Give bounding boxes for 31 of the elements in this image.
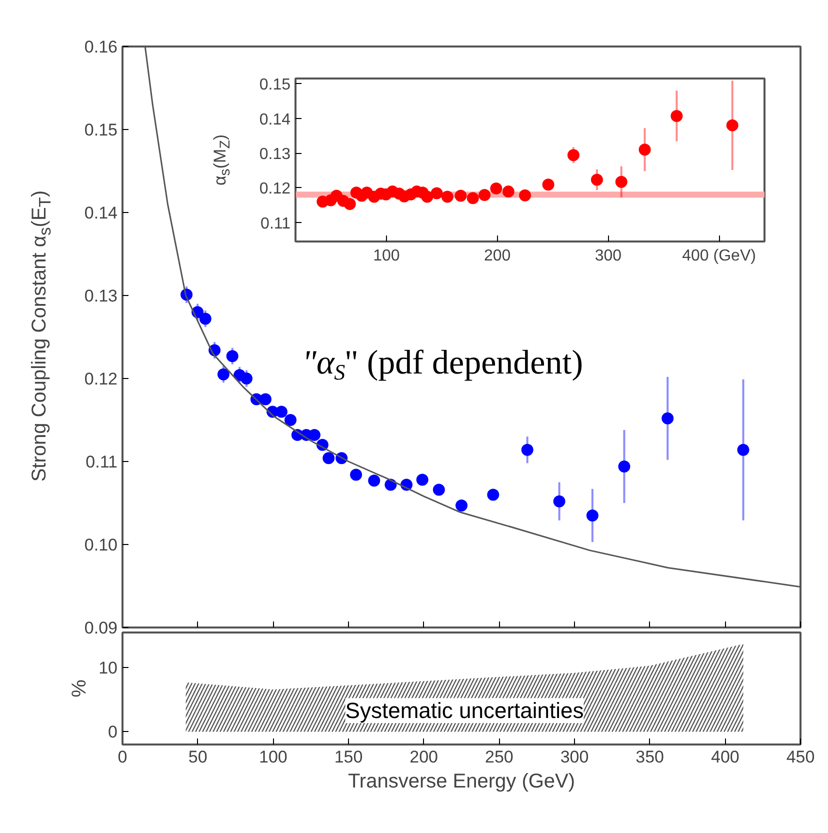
y-tick-label: 0.16 xyxy=(84,38,118,56)
y-tick-label: 0.11 xyxy=(260,215,291,232)
x-tick-label: 200 xyxy=(410,748,438,766)
x-tick-label: 250 xyxy=(484,748,514,766)
x-axis-title: Transverse Energy (GeV) xyxy=(348,770,576,792)
x-tick-label: 400 xyxy=(710,748,740,766)
x-tick-label: 100 xyxy=(258,748,288,766)
y-axis-title: % xyxy=(68,679,91,698)
y-tick-label: 0.13 xyxy=(259,146,291,164)
y-tick-label: 0.09 xyxy=(84,618,118,638)
x-tick-label: 100 xyxy=(373,248,400,264)
x-tick-label: 300 xyxy=(560,748,589,766)
y-tick-label: 0.14 xyxy=(259,111,291,128)
x-tick-label: 300 xyxy=(594,248,622,264)
y-tick-label: 0.10 xyxy=(84,536,118,554)
x-tick-label: 50 xyxy=(188,748,208,766)
y-tick-label: 0.15 xyxy=(259,76,291,94)
x-tick-label: 350 xyxy=(636,748,664,766)
y-tick-label: 0.12 xyxy=(259,180,291,198)
x-tick-label: 150 xyxy=(334,748,363,766)
x-tick-label: 450 xyxy=(786,748,815,766)
y-tick-label: 0 xyxy=(108,722,118,742)
y-tick-label: 0.12 xyxy=(84,370,118,388)
y-tick-label: 0.11 xyxy=(86,452,118,472)
y-tick-label: 0.14 xyxy=(84,204,118,222)
x-tick-label: 200 xyxy=(484,248,511,264)
x-tick-label: 400 (GeV) xyxy=(682,248,756,264)
y-tick-label: 0.15 xyxy=(84,120,118,140)
series-label: Systematic uncertainties xyxy=(345,698,584,724)
y-tick-label: 0.13 xyxy=(84,286,118,306)
y-tick-label: 10 xyxy=(98,658,118,678)
